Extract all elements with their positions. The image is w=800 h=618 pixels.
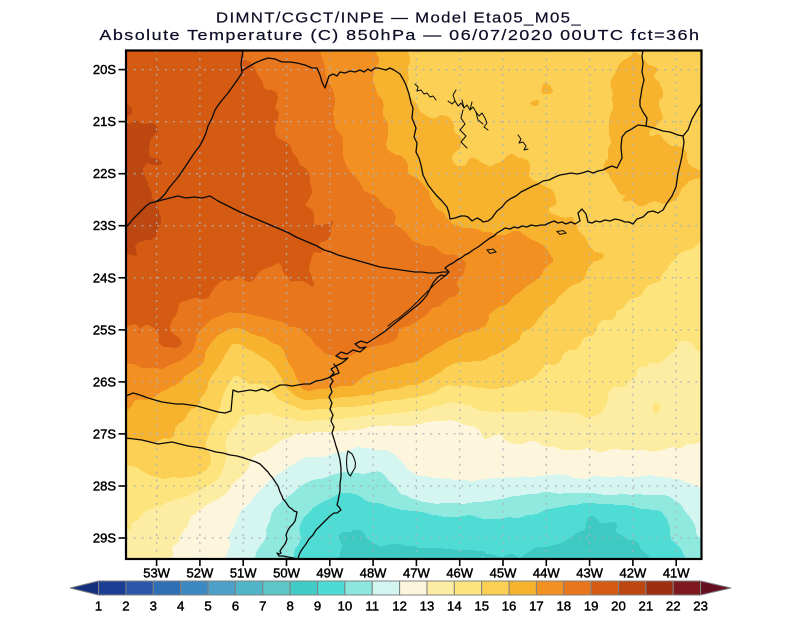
svg-text:27S: 27S xyxy=(93,426,116,441)
svg-text:44W: 44W xyxy=(533,566,560,581)
svg-text:43W: 43W xyxy=(576,566,603,581)
svg-text:4: 4 xyxy=(177,599,184,614)
svg-text:5: 5 xyxy=(204,599,211,614)
svg-text:48W: 48W xyxy=(360,566,387,581)
svg-text:12: 12 xyxy=(392,599,407,614)
svg-text:29S: 29S xyxy=(93,531,116,546)
svg-text:50W: 50W xyxy=(273,566,300,581)
svg-text:15: 15 xyxy=(474,599,489,614)
svg-text:45W: 45W xyxy=(490,566,517,581)
svg-text:21S: 21S xyxy=(93,114,116,129)
svg-text:26S: 26S xyxy=(93,374,116,389)
svg-text:21: 21 xyxy=(639,599,654,614)
svg-text:23S: 23S xyxy=(93,218,116,233)
svg-text:19: 19 xyxy=(584,599,599,614)
svg-text:17: 17 xyxy=(529,599,544,614)
svg-text:10: 10 xyxy=(338,599,353,614)
svg-text:53W: 53W xyxy=(143,566,170,581)
svg-text:22: 22 xyxy=(666,599,681,614)
svg-text:52W: 52W xyxy=(187,566,214,581)
svg-text:47W: 47W xyxy=(403,566,430,581)
svg-text:16: 16 xyxy=(502,599,517,614)
svg-text:49W: 49W xyxy=(316,566,343,581)
svg-text:46W: 46W xyxy=(446,566,473,581)
svg-text:DIMNT/CGCT/INPE — Model Eta05: DIMNT/CGCT/INPE — Model Eta05_M05_ xyxy=(216,10,582,27)
svg-text:23: 23 xyxy=(693,599,708,614)
svg-text:25S: 25S xyxy=(93,322,116,337)
svg-text:8: 8 xyxy=(286,599,293,614)
svg-text:9: 9 xyxy=(314,599,321,614)
svg-text:3: 3 xyxy=(150,599,157,614)
svg-text:Absolute Temperature (C) 850hP: Absolute Temperature (C) 850hPa — 06/07/… xyxy=(99,27,700,44)
svg-text:14: 14 xyxy=(447,599,462,614)
svg-text:51W: 51W xyxy=(230,566,257,581)
svg-text:18: 18 xyxy=(556,599,571,614)
svg-text:2: 2 xyxy=(122,599,129,614)
svg-text:24S: 24S xyxy=(93,270,116,285)
svg-text:28S: 28S xyxy=(93,479,116,494)
svg-text:42W: 42W xyxy=(620,566,647,581)
svg-text:7: 7 xyxy=(259,599,266,614)
svg-text:13: 13 xyxy=(420,599,435,614)
svg-text:22S: 22S xyxy=(93,166,116,181)
svg-text:6: 6 xyxy=(232,599,239,614)
svg-text:41W: 41W xyxy=(663,566,690,581)
svg-text:20: 20 xyxy=(611,599,626,614)
svg-text:20S: 20S xyxy=(93,62,116,77)
svg-text:11: 11 xyxy=(365,599,379,614)
svg-text:1: 1 xyxy=(95,599,102,614)
